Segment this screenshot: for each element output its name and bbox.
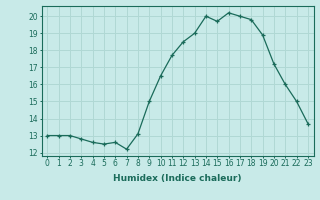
X-axis label: Humidex (Indice chaleur): Humidex (Indice chaleur) xyxy=(113,174,242,183)
